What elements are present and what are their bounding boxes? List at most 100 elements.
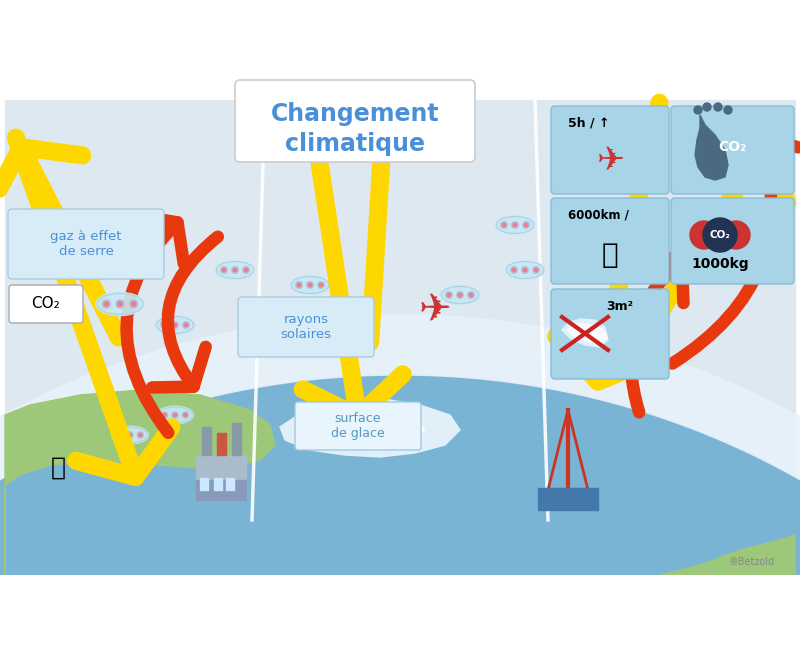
Circle shape <box>457 292 463 298</box>
Circle shape <box>138 434 142 437</box>
FancyBboxPatch shape <box>551 198 669 284</box>
Ellipse shape <box>75 255 114 274</box>
Ellipse shape <box>561 301 599 319</box>
FancyBboxPatch shape <box>671 198 794 284</box>
Bar <box>196 455 246 500</box>
FancyBboxPatch shape <box>551 106 669 194</box>
Circle shape <box>469 293 473 297</box>
Circle shape <box>222 268 226 272</box>
Circle shape <box>171 322 178 328</box>
Polygon shape <box>0 315 800 650</box>
Text: gaz à effet
de serre: gaz à effet de serre <box>50 230 122 258</box>
Circle shape <box>523 268 527 272</box>
Bar <box>232 423 241 455</box>
Circle shape <box>161 322 167 328</box>
Circle shape <box>232 266 238 274</box>
Circle shape <box>618 268 622 272</box>
Bar <box>214 478 222 490</box>
Circle shape <box>116 300 124 308</box>
Text: 5h / ↑: 5h / ↑ <box>568 117 610 130</box>
Circle shape <box>118 302 122 306</box>
Circle shape <box>172 412 178 418</box>
FancyBboxPatch shape <box>9 285 83 323</box>
Circle shape <box>524 223 528 227</box>
Text: ✈: ✈ <box>418 291 451 329</box>
Circle shape <box>533 266 539 274</box>
Circle shape <box>714 103 722 111</box>
Circle shape <box>447 293 451 297</box>
Circle shape <box>104 263 108 267</box>
Polygon shape <box>5 390 275 575</box>
Ellipse shape <box>441 285 479 304</box>
Bar <box>217 433 226 455</box>
Circle shape <box>184 413 187 417</box>
Text: CO₂: CO₂ <box>32 296 60 311</box>
Ellipse shape <box>290 276 330 294</box>
Text: surface
de glace: surface de glace <box>331 412 385 440</box>
FancyBboxPatch shape <box>551 289 669 379</box>
Circle shape <box>308 283 312 287</box>
FancyBboxPatch shape <box>671 106 794 194</box>
Circle shape <box>567 308 571 312</box>
Circle shape <box>522 266 528 274</box>
Circle shape <box>512 268 516 272</box>
Circle shape <box>182 322 190 328</box>
Text: ✈: ✈ <box>596 144 624 177</box>
Circle shape <box>690 221 718 249</box>
Polygon shape <box>660 535 795 575</box>
Circle shape <box>162 222 170 228</box>
Circle shape <box>174 413 177 417</box>
Circle shape <box>162 323 166 327</box>
Circle shape <box>502 223 506 227</box>
Circle shape <box>130 300 138 308</box>
Circle shape <box>628 266 634 274</box>
Circle shape <box>295 281 302 289</box>
Polygon shape <box>5 100 795 575</box>
Bar <box>196 480 246 500</box>
Circle shape <box>722 221 750 249</box>
FancyBboxPatch shape <box>238 297 374 357</box>
Text: 3m²: 3m² <box>606 300 634 313</box>
Circle shape <box>606 266 612 274</box>
Ellipse shape <box>155 316 194 334</box>
Circle shape <box>534 268 538 272</box>
Circle shape <box>513 223 517 227</box>
Circle shape <box>577 307 583 313</box>
Ellipse shape <box>157 406 194 424</box>
Text: rayons
solaires: rayons solaires <box>281 313 331 341</box>
Polygon shape <box>567 324 607 344</box>
Circle shape <box>588 307 594 313</box>
Circle shape <box>152 222 158 228</box>
Circle shape <box>221 266 227 274</box>
Circle shape <box>153 223 157 227</box>
Ellipse shape <box>135 216 174 235</box>
Bar <box>538 488 598 510</box>
Circle shape <box>458 293 462 297</box>
Polygon shape <box>0 375 800 650</box>
Circle shape <box>93 263 97 267</box>
Circle shape <box>501 222 507 228</box>
Circle shape <box>82 263 86 267</box>
Text: CO₂: CO₂ <box>710 230 730 240</box>
Circle shape <box>81 261 87 268</box>
Text: 🚗: 🚗 <box>602 241 618 269</box>
Circle shape <box>724 106 732 114</box>
Ellipse shape <box>215 261 254 280</box>
Circle shape <box>703 103 711 111</box>
Circle shape <box>141 222 147 228</box>
Circle shape <box>566 307 572 313</box>
Circle shape <box>173 323 177 327</box>
Circle shape <box>184 323 188 327</box>
Circle shape <box>578 308 582 312</box>
Bar <box>202 427 211 455</box>
Bar <box>200 478 208 490</box>
Circle shape <box>142 223 146 227</box>
Circle shape <box>104 302 109 306</box>
Circle shape <box>297 283 301 287</box>
Circle shape <box>162 412 168 418</box>
Circle shape <box>128 434 132 437</box>
Circle shape <box>126 432 133 438</box>
Circle shape <box>703 218 737 252</box>
Polygon shape <box>310 410 425 449</box>
Circle shape <box>102 261 110 268</box>
